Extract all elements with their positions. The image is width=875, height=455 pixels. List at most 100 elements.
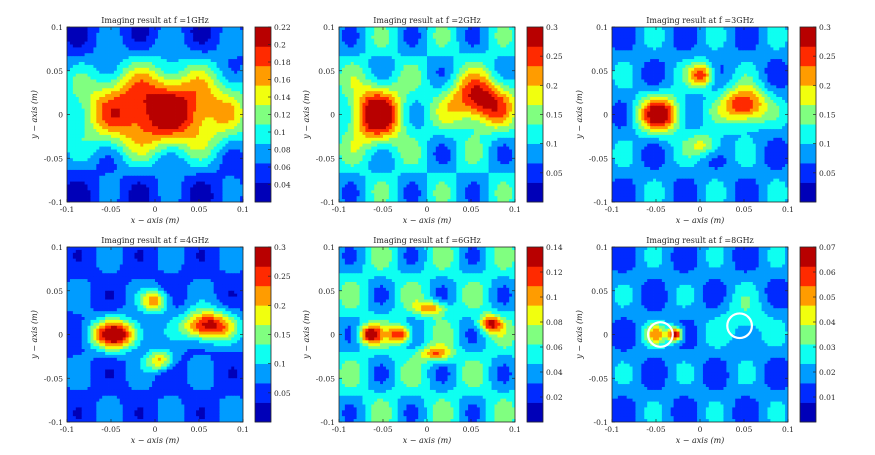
- heatmap-cell: [190, 137, 194, 142]
- heatmap-cell: [427, 29, 431, 34]
- heatmap-cell: [344, 70, 349, 75]
- heatmap-cell: [166, 53, 171, 57]
- heatmap-cell: [237, 134, 241, 139]
- heatmap-cell: [237, 64, 241, 69]
- heatmap-cell: [403, 47, 407, 51]
- heatmap-cell: [184, 44, 188, 48]
- heatmap-cell: [380, 29, 384, 34]
- heatmap-cell: [172, 67, 176, 72]
- heatmap-cell: [219, 164, 223, 168]
- heatmap-cell: [187, 155, 191, 159]
- heatmap-cell: [184, 132, 188, 136]
- heatmap-cell: [75, 70, 80, 75]
- heatmap-cell: [497, 73, 501, 77]
- heatmap-cell: [412, 76, 416, 80]
- heatmap-cell: [93, 178, 97, 182]
- heatmap-cell: [365, 59, 369, 63]
- heatmap-cell: [444, 76, 448, 80]
- heatmap-cell: [184, 137, 188, 142]
- heatmap-cell: [113, 35, 118, 40]
- heatmap-cell: [155, 187, 159, 191]
- heatmap-cell: [75, 79, 80, 83]
- heatmap-cell: [350, 44, 355, 48]
- heatmap-cell: [418, 88, 422, 92]
- heatmap-cell: [111, 181, 115, 185]
- heatmap-cell: [111, 193, 115, 197]
- heatmap-cell: [228, 126, 232, 130]
- heatmap-cell: [155, 164, 159, 168]
- heatmap-cell: [125, 134, 129, 139]
- heatmap-cell: [462, 50, 466, 54]
- heatmap-cell: [111, 59, 115, 63]
- heatmap-cell: [184, 123, 188, 127]
- heatmap-cell: [240, 73, 243, 77]
- heatmap-cell: [149, 53, 153, 57]
- heatmap-cell: [125, 38, 129, 42]
- heatmap-cell: [160, 62, 165, 66]
- heatmap-cell: [240, 76, 243, 80]
- heatmap-cell: [225, 94, 229, 98]
- heatmap-cell: [199, 41, 203, 45]
- heatmap-cell: [391, 41, 396, 45]
- heatmap-cell: [424, 62, 428, 66]
- heatmap-cell: [131, 82, 135, 86]
- heatmap-cell: [204, 67, 209, 72]
- heatmap-cell: [111, 85, 115, 89]
- heatmap-cell: [476, 70, 481, 75]
- heatmap-cell: [72, 73, 77, 77]
- heatmap-cell: [199, 134, 203, 139]
- heatmap-cell: [494, 56, 498, 60]
- heatmap-cell: [108, 91, 112, 95]
- heatmap-cell: [181, 94, 185, 98]
- heatmap-cell: [207, 134, 212, 139]
- heatmap-cell: [146, 44, 150, 48]
- heatmap-cell: [99, 67, 103, 72]
- heatmap-cell: [102, 99, 106, 104]
- heatmap-cell: [394, 41, 399, 45]
- heatmap-cell: [421, 82, 425, 86]
- heatmap-cell: [216, 44, 220, 48]
- heatmap-cell: [228, 134, 232, 139]
- heatmap-cell: [473, 85, 478, 89]
- heatmap-cell: [503, 41, 507, 45]
- heatmap-cell: [111, 82, 115, 86]
- heatmap-cell: [456, 88, 460, 92]
- heatmap-cell: [368, 91, 372, 95]
- heatmap-cell: [93, 143, 97, 147]
- heatmap-cell: [362, 27, 366, 31]
- heatmap-cell: [140, 111, 144, 115]
- colorbar-tick-label: 0.06: [274, 163, 291, 172]
- heatmap-cell: [84, 187, 88, 191]
- heatmap-cell: [102, 53, 106, 57]
- heatmap-cell: [506, 27, 510, 31]
- heatmap-cell: [225, 97, 229, 101]
- heatmap-cell: [155, 169, 159, 174]
- heatmap-cell: [468, 32, 472, 37]
- heatmap-cell: [99, 199, 103, 202]
- heatmap-cell: [160, 44, 165, 48]
- heatmap-cell: [67, 44, 71, 48]
- heatmap-cell: [152, 67, 156, 72]
- heatmap-cell: [438, 70, 443, 75]
- x-tick-label: -0.05: [101, 205, 120, 214]
- heatmap-cell: [172, 196, 176, 200]
- heatmap-cell: [210, 35, 215, 40]
- heatmap-cell: [75, 169, 80, 174]
- heatmap-cell: [512, 76, 515, 80]
- heatmap-cell: [196, 181, 200, 185]
- heatmap-cell: [438, 85, 443, 89]
- heatmap-cell: [385, 56, 390, 60]
- heatmap-cell: [122, 178, 127, 182]
- heatmap-cell: [75, 158, 80, 162]
- heatmap-cell: [169, 50, 173, 54]
- heatmap-cell: [459, 41, 463, 45]
- heatmap-cell: [512, 47, 515, 51]
- heatmap-cell: [119, 190, 124, 194]
- heatmap-cell: [119, 108, 124, 112]
- heatmap-cell: [181, 99, 185, 104]
- heatmap-cell: [231, 178, 235, 182]
- heatmap-cell: [219, 88, 223, 92]
- heatmap-cell: [131, 129, 135, 133]
- heatmap-cell: [509, 62, 513, 66]
- heatmap-cell: [75, 108, 80, 112]
